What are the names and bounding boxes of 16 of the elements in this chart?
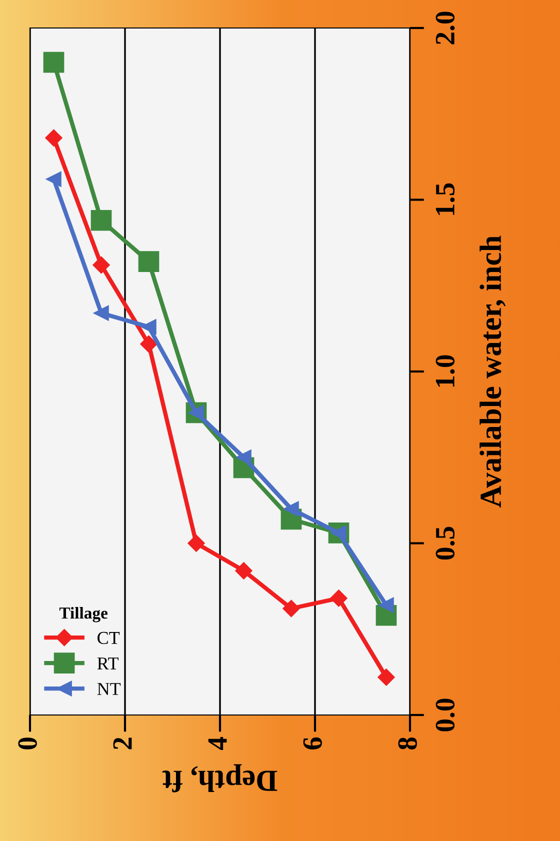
y-tick-label: 0.5 — [436, 526, 455, 560]
x-tick-label: 4 — [208, 737, 227, 750]
legend-title: Tillage — [59, 606, 108, 622]
y-tick-label: 1.0 — [436, 355, 455, 387]
x-tick-label: 0 — [18, 738, 37, 750]
y-tick-label: 1.5 — [436, 183, 455, 215]
legend-label: NT — [97, 683, 121, 695]
x-tick-label: 2 — [113, 738, 132, 750]
y-tick-label: 0.0 — [436, 698, 455, 732]
x-axis-title: Depth, ft — [162, 764, 278, 792]
x-tick-label: 8 — [398, 737, 417, 750]
y-axis-title: Available water, inch — [480, 236, 506, 508]
legend-label: RT — [97, 658, 118, 670]
legend-label: CT — [98, 632, 120, 644]
x-tick-label: 6 — [303, 737, 322, 750]
y-tick-label: 2.0 — [436, 12, 455, 44]
